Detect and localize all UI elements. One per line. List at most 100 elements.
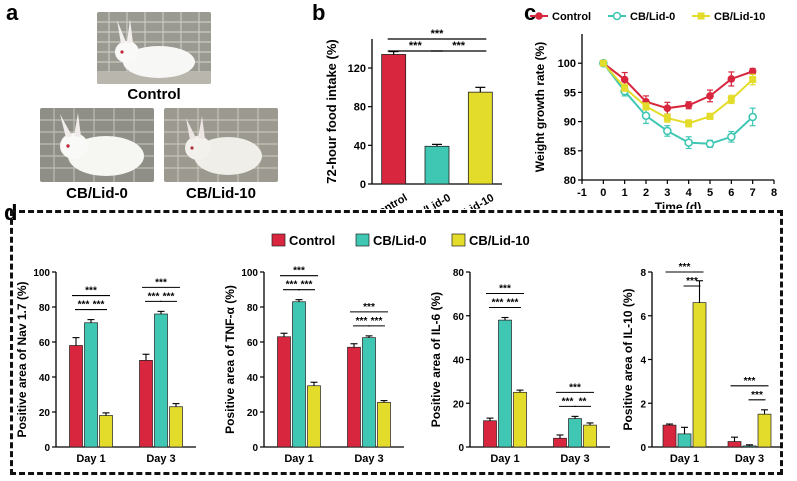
- significance-label: ***: [293, 266, 305, 277]
- series-line-cb10: [602, 62, 754, 125]
- y-axis-label: Positive area of Nav 1.7 (%): [15, 281, 29, 437]
- x-tick-label: CB/Lid-0: [408, 192, 453, 209]
- panel-letter-a: a: [6, 0, 19, 25]
- significance-label: ***: [356, 316, 368, 327]
- significance-label: ***: [163, 291, 175, 302]
- rabbit-photo-cb-lid-10: [164, 108, 278, 182]
- photo-label-cb-lid-0: CB/Lid-0: [66, 185, 128, 202]
- y-tick-label: 2: [640, 399, 646, 410]
- y-tick-label: 6: [640, 312, 646, 323]
- bar-cb0: [498, 319, 512, 448]
- panel-letter-b: b: [312, 0, 326, 25]
- y-axis-label: 72-hour food intake (%): [324, 39, 339, 183]
- chart-il6: 0 20 40 60 80 Positive area of IL-6 (%) Day 1 D…: [429, 268, 610, 465]
- data-point-cb10: [663, 114, 671, 122]
- legend-marker-cb10: [697, 12, 705, 20]
- significance-label: ***: [686, 276, 698, 287]
- y-tick-label: 0: [360, 179, 366, 191]
- y-tick-label: 120: [348, 63, 366, 75]
- chart-nav17: 0 20 40 60 80 100 Positive area of Nav 1.7 (%)…: [15, 268, 196, 465]
- bar-cb0: [677, 433, 692, 448]
- series-line-control: [602, 62, 754, 110]
- x-tick-label: 6: [728, 187, 734, 199]
- y-tick-label: 100: [558, 58, 576, 70]
- bar-cb10: [99, 415, 113, 448]
- x-tick-label: Day 3: [560, 453, 589, 465]
- bar-cb10: [169, 406, 183, 448]
- x-tick-label: Day 1: [670, 453, 699, 465]
- chart-il10: 0 2 4 6 8 Positive area of IL-10 (%) Day 1 Day …: [621, 262, 782, 465]
- bar-cb0: [292, 301, 306, 448]
- bar-cb0: [84, 322, 98, 448]
- legend-marker-cb0: [612, 11, 622, 21]
- legend-label-control: Control: [552, 11, 591, 23]
- data-point-control: [620, 75, 629, 84]
- x-tick-label: 2: [643, 187, 649, 199]
- data-point-cb0: [663, 126, 672, 136]
- legend-label-cb0: CB/Lid-0: [373, 233, 426, 248]
- data-point-cb0: [748, 112, 757, 122]
- y-tick-label: 90: [564, 117, 576, 129]
- y-tick-label: 20: [247, 408, 259, 419]
- bar-cb10: [467, 91, 493, 185]
- legend-swatch-cb0: [355, 233, 370, 247]
- data-point-cb10: [621, 84, 629, 92]
- y-tick-label: 8: [640, 268, 646, 279]
- x-tick-label: 0: [600, 187, 606, 199]
- bar-cb10: [377, 402, 391, 448]
- data-point-cb10: [685, 119, 693, 127]
- x-tick-label: Control: [370, 192, 410, 209]
- significance-label: ***: [751, 390, 763, 401]
- y-tick-label: 0: [44, 443, 50, 454]
- bar-cb0: [742, 445, 757, 448]
- significance-label: ***: [492, 298, 504, 309]
- y-tick-label: 0: [252, 443, 258, 454]
- data-point-cb0: [727, 132, 736, 142]
- y-tick-label: 20: [453, 399, 465, 410]
- significance-label: ***: [744, 376, 756, 387]
- data-point-cb0: [684, 138, 693, 147]
- bar-cb10: [692, 302, 707, 448]
- y-tick-label: 4: [640, 356, 646, 367]
- y-tick-label: 80: [354, 102, 366, 114]
- bar-cb10: [583, 424, 597, 448]
- bar-control: [483, 420, 497, 448]
- significance-label: ***: [301, 280, 313, 291]
- x-tick-label: 7: [750, 187, 756, 199]
- data-point-cb10: [706, 112, 714, 120]
- significance-label: ***: [499, 284, 511, 295]
- significance-label: ***: [85, 286, 97, 297]
- chart-weight-growth: 80 85 90 95 100 -1 0 1 2 3 4 5 6 7 8 Time (d) Weight gro…: [530, 11, 777, 209]
- data-point-control: [663, 104, 672, 112]
- significance-label: ***: [148, 291, 160, 302]
- bar-control: [69, 345, 83, 448]
- bar-control: [662, 424, 677, 448]
- data-point-control: [748, 67, 757, 76]
- data-point-control: [706, 92, 714, 100]
- legend-panel-d: Control CB/Lid-0 CB/Lid-10: [271, 233, 530, 248]
- data-point-control: [684, 101, 693, 110]
- x-tick-label: 8: [771, 187, 777, 199]
- y-axis-label: Positive area of IL-6 (%): [429, 292, 443, 427]
- y-tick-label: 0: [458, 443, 464, 454]
- significance-label: ***: [155, 277, 167, 288]
- x-tick-label: -1: [577, 187, 587, 199]
- significance-label: ***: [409, 40, 423, 52]
- bar-cb0: [362, 337, 376, 448]
- y-axis-label: Weight growth rate (%): [533, 42, 547, 172]
- y-tick-label: 80: [247, 303, 259, 314]
- data-point-cb10: [599, 59, 607, 67]
- significance-label: ***: [569, 382, 581, 393]
- chart-tnf-alpha: 0 20 40 60 80 100 Positive area of TNF-α (%) Da…: [223, 266, 404, 465]
- bar-cb0: [568, 418, 582, 448]
- significance-label: ***: [363, 302, 375, 313]
- legend-swatch-control: [271, 233, 286, 247]
- y-tick-label: 40: [39, 373, 51, 384]
- y-tick-label: 40: [354, 140, 366, 152]
- y-tick-label: 80: [39, 303, 51, 314]
- photo-label-cb-lid-10: CB/Lid-10: [185, 185, 256, 202]
- data-point-control: [727, 75, 736, 83]
- y-axis-label: Positive area of IL-10 (%): [621, 288, 635, 430]
- x-tick-label: CB/Lid-10: [446, 192, 496, 209]
- y-tick-label: 60: [453, 312, 465, 323]
